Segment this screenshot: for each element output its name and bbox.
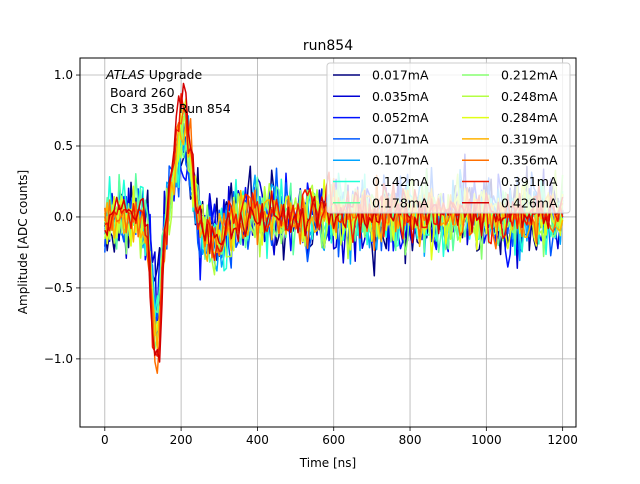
legend-label: 0.426mA [501,195,558,210]
y-tick-label: 1.0 [54,68,73,82]
annotation-channel: Ch 3 35dB Run 854 [110,101,231,116]
x-tick-label: 1200 [547,433,578,447]
annotation-text: ATLAS Upgrade Board 260 Ch 3 35dB Run 85… [105,67,231,116]
y-tick-label: 0.5 [54,139,73,153]
legend-label: 0.391mA [501,174,558,189]
legend-label: 0.071mA [372,131,429,146]
legend-label: 0.178mA [372,195,429,210]
chart-title: run854 [303,38,353,54]
plot-frame [79,57,577,428]
x-tick-label: 200 [170,433,193,447]
legend-label: 0.356mA [501,153,558,168]
legend-label: 0.212mA [501,68,558,83]
legend-label: 0.017mA [372,68,429,83]
legend-label: 0.052mA [372,110,429,125]
x-tick-label: 800 [399,433,422,447]
legend-label: 0.284mA [501,110,558,125]
legend: 0.017mA 0.035mA 0.052mA 0.071mA 0.107mA 0.142… [326,62,571,214]
svg-text:ATLAS Upgrade: ATLAS Upgrade [105,67,202,82]
y-tick-label: −1.0 [44,352,73,366]
legend-label: 0.248mA [501,89,558,104]
x-tick-label: 0 [101,433,109,447]
legend-label: 0.107mA [372,153,429,168]
axis-ticks: 0 200 400 600 800 1000 1200 −1.0 −0.5 0.0 0.5 1.0 [44,68,578,447]
y-axis-label: Amplitude [ADC counts] [16,170,30,314]
legend-label: 0.319mA [501,131,558,146]
x-tick-label: 600 [322,433,345,447]
y-tick-label: −0.5 [44,281,73,295]
x-axis-label: Time [ns] [299,456,356,470]
x-tick-label: 400 [246,433,269,447]
legend-label: 0.142mA [372,174,429,189]
annotation-board: Board 260 [110,85,175,100]
y-tick-label: 0.0 [54,210,73,224]
annotation-atlas: ATLAS [105,67,145,82]
legend-box [326,62,571,214]
x-tick-label: 1000 [471,433,502,447]
legend-label: 0.035mA [372,89,429,104]
annotation-upgrade: Upgrade [145,67,203,82]
